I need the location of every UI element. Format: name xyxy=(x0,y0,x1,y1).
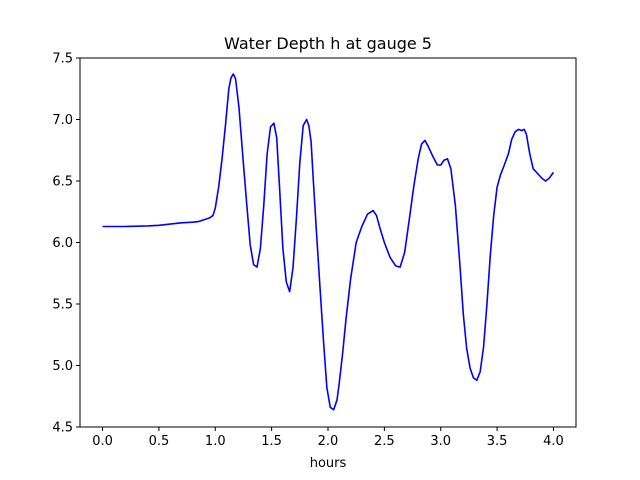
plot-area: 0.0 0.5 1.0 1.5 2.0 2.5 3.0 3.5 4.0 4.5 5.0 5.5 6.0 6… xyxy=(52,52,577,449)
x-tick-label: 3.5 xyxy=(487,434,508,449)
x-tick-label: 2.5 xyxy=(374,434,395,449)
y-tick-label: 4.5 xyxy=(52,421,73,436)
chart-title: Water Depth h at gauge 5 xyxy=(224,34,432,53)
x-tick-label: 3.0 xyxy=(430,434,451,449)
x-tick-label: 4.0 xyxy=(543,434,564,449)
x-tick-label: 0.0 xyxy=(92,434,113,449)
y-tick-label: 5.0 xyxy=(52,359,73,374)
y-tick-label: 6.0 xyxy=(52,236,73,251)
x-tick-label: 1.0 xyxy=(205,434,226,449)
x-tick-label: 2.0 xyxy=(318,434,339,449)
y-tick-label: 7.0 xyxy=(52,113,73,128)
y-tick-label: 5.5 xyxy=(52,298,73,313)
series-line-0 xyxy=(102,73,555,411)
x-axis-label: hours xyxy=(310,456,347,471)
y-tick-label: 7.5 xyxy=(52,52,73,67)
x-tick-label: 0.5 xyxy=(149,434,170,449)
y-tick-label: 6.5 xyxy=(52,175,73,190)
x-tick-label: 1.5 xyxy=(261,434,282,449)
